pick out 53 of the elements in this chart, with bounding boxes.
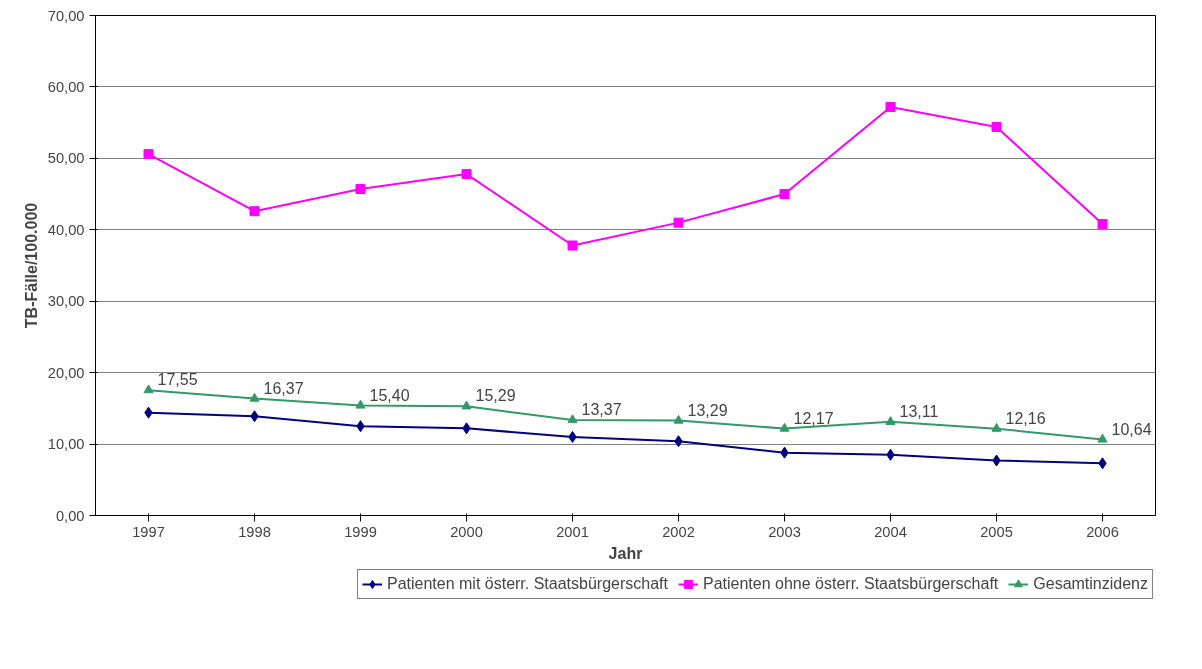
point [1097,433,1108,443]
point [885,101,896,112]
data-label: 17,55 [157,371,198,389]
point [1097,219,1108,230]
x-tick-label: 2005 [980,523,1013,540]
x-tick-label: 2004 [874,523,907,540]
point [779,189,790,200]
legend-label: Patienten ohne österr. Staatsbürgerschaft [702,575,999,593]
point [249,392,260,402]
point [991,422,1002,432]
data-label: 13,29 [687,401,728,419]
y-tick-label: 10,00 [47,436,85,453]
x-tick-label: 2001 [556,523,589,540]
point [249,206,260,217]
x-tick-label: 1997 [132,523,165,540]
point [355,184,366,195]
y-tick-label: 50,00 [47,150,85,167]
point [673,414,684,424]
data-label: 16,37 [263,379,304,397]
x-tick-label: 2003 [768,523,801,540]
data-label: 10,64 [1111,420,1152,438]
point [673,217,684,228]
data-label: 15,29 [475,387,516,405]
x-tick-label: 1999 [344,523,377,540]
point [461,400,472,410]
data-label: 12,17 [793,409,834,427]
y-tick-label: 20,00 [47,364,85,381]
point [991,121,1002,132]
y-tick-label: 40,00 [47,221,85,238]
point [567,240,578,251]
x-tick-label: 2006 [1086,523,1119,540]
x-tick-label: 2002 [662,523,695,540]
x-tick-label: 2000 [450,523,483,540]
y-axis-title: TB-Fälle/100.000 [22,202,40,329]
point [143,149,154,160]
data-label: 13,37 [581,401,622,418]
data-label: 15,40 [369,386,410,404]
x-tick-label: 1998 [238,523,271,540]
y-tick-label: 0,00 [55,507,85,524]
point [885,416,896,425]
data-label: 13,11 [899,402,939,420]
point [355,399,366,409]
point [461,169,472,180]
legend-label: Patienten mit österr. Staatsbürgerschaft [386,575,668,593]
point [143,384,154,394]
y-tick-label: 60,00 [47,78,85,95]
legend-label: Gesamtinzidenz [1033,575,1148,593]
point [567,414,578,424]
y-tick-label: 30,00 [47,293,85,310]
point [779,422,790,432]
x-axis-title: Jahr [608,544,643,562]
data-label: 12,16 [1005,409,1046,427]
y-tick-label: 70,00 [47,7,85,24]
